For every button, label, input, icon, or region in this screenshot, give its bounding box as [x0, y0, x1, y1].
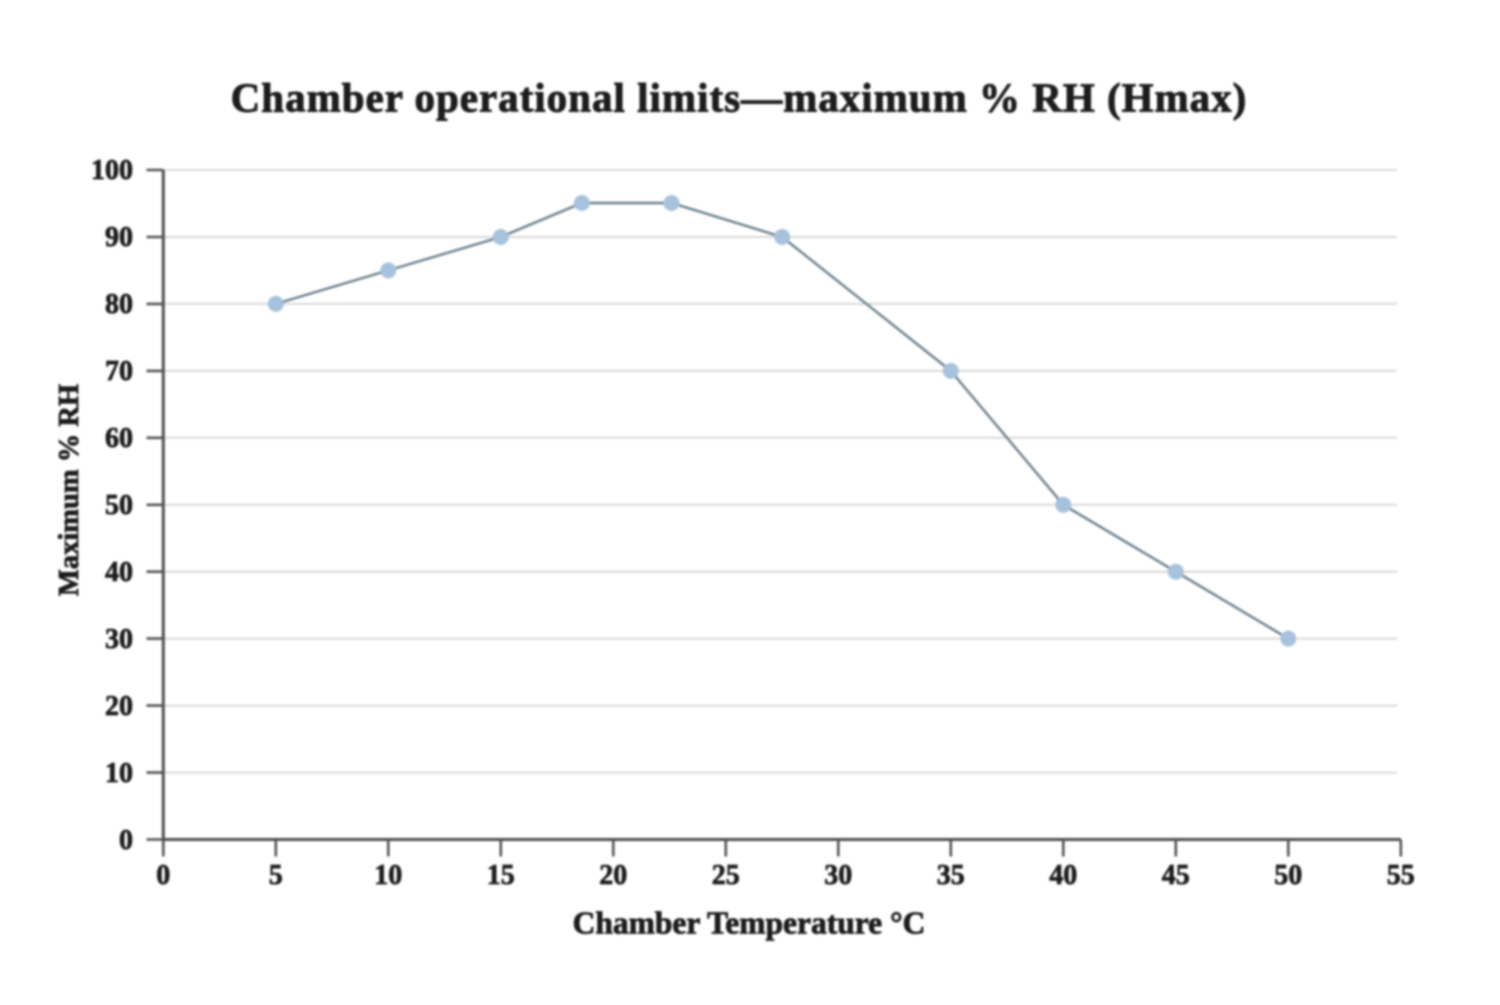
svg-text:50: 50: [105, 490, 133, 521]
svg-text:5: 5: [269, 860, 283, 891]
svg-text:30: 30: [824, 860, 852, 891]
svg-text:40: 40: [1049, 860, 1077, 891]
svg-text:Maximum % RH: Maximum % RH: [54, 384, 85, 596]
svg-text:80: 80: [105, 289, 133, 320]
svg-text:20: 20: [105, 691, 133, 722]
svg-text:30: 30: [105, 624, 133, 655]
svg-text:55: 55: [1387, 860, 1415, 891]
svg-text:25: 25: [712, 860, 740, 891]
svg-text:Chamber operational limits—max: Chamber operational limits—maximum % RH …: [231, 75, 1248, 121]
svg-text:40: 40: [105, 557, 133, 588]
svg-text:10: 10: [374, 860, 402, 891]
svg-text:Chamber Temperature °C: Chamber Temperature °C: [573, 906, 926, 941]
svg-text:60: 60: [105, 423, 133, 454]
svg-text:45: 45: [1162, 860, 1190, 891]
svg-text:90: 90: [105, 222, 133, 253]
svg-text:100: 100: [91, 155, 133, 186]
svg-text:20: 20: [599, 860, 627, 891]
svg-text:15: 15: [487, 860, 515, 891]
svg-text:10: 10: [105, 758, 133, 789]
svg-text:0: 0: [156, 860, 170, 891]
svg-text:50: 50: [1274, 860, 1302, 891]
svg-text:35: 35: [937, 860, 965, 891]
svg-text:70: 70: [105, 356, 133, 387]
svg-text:0: 0: [119, 825, 133, 856]
